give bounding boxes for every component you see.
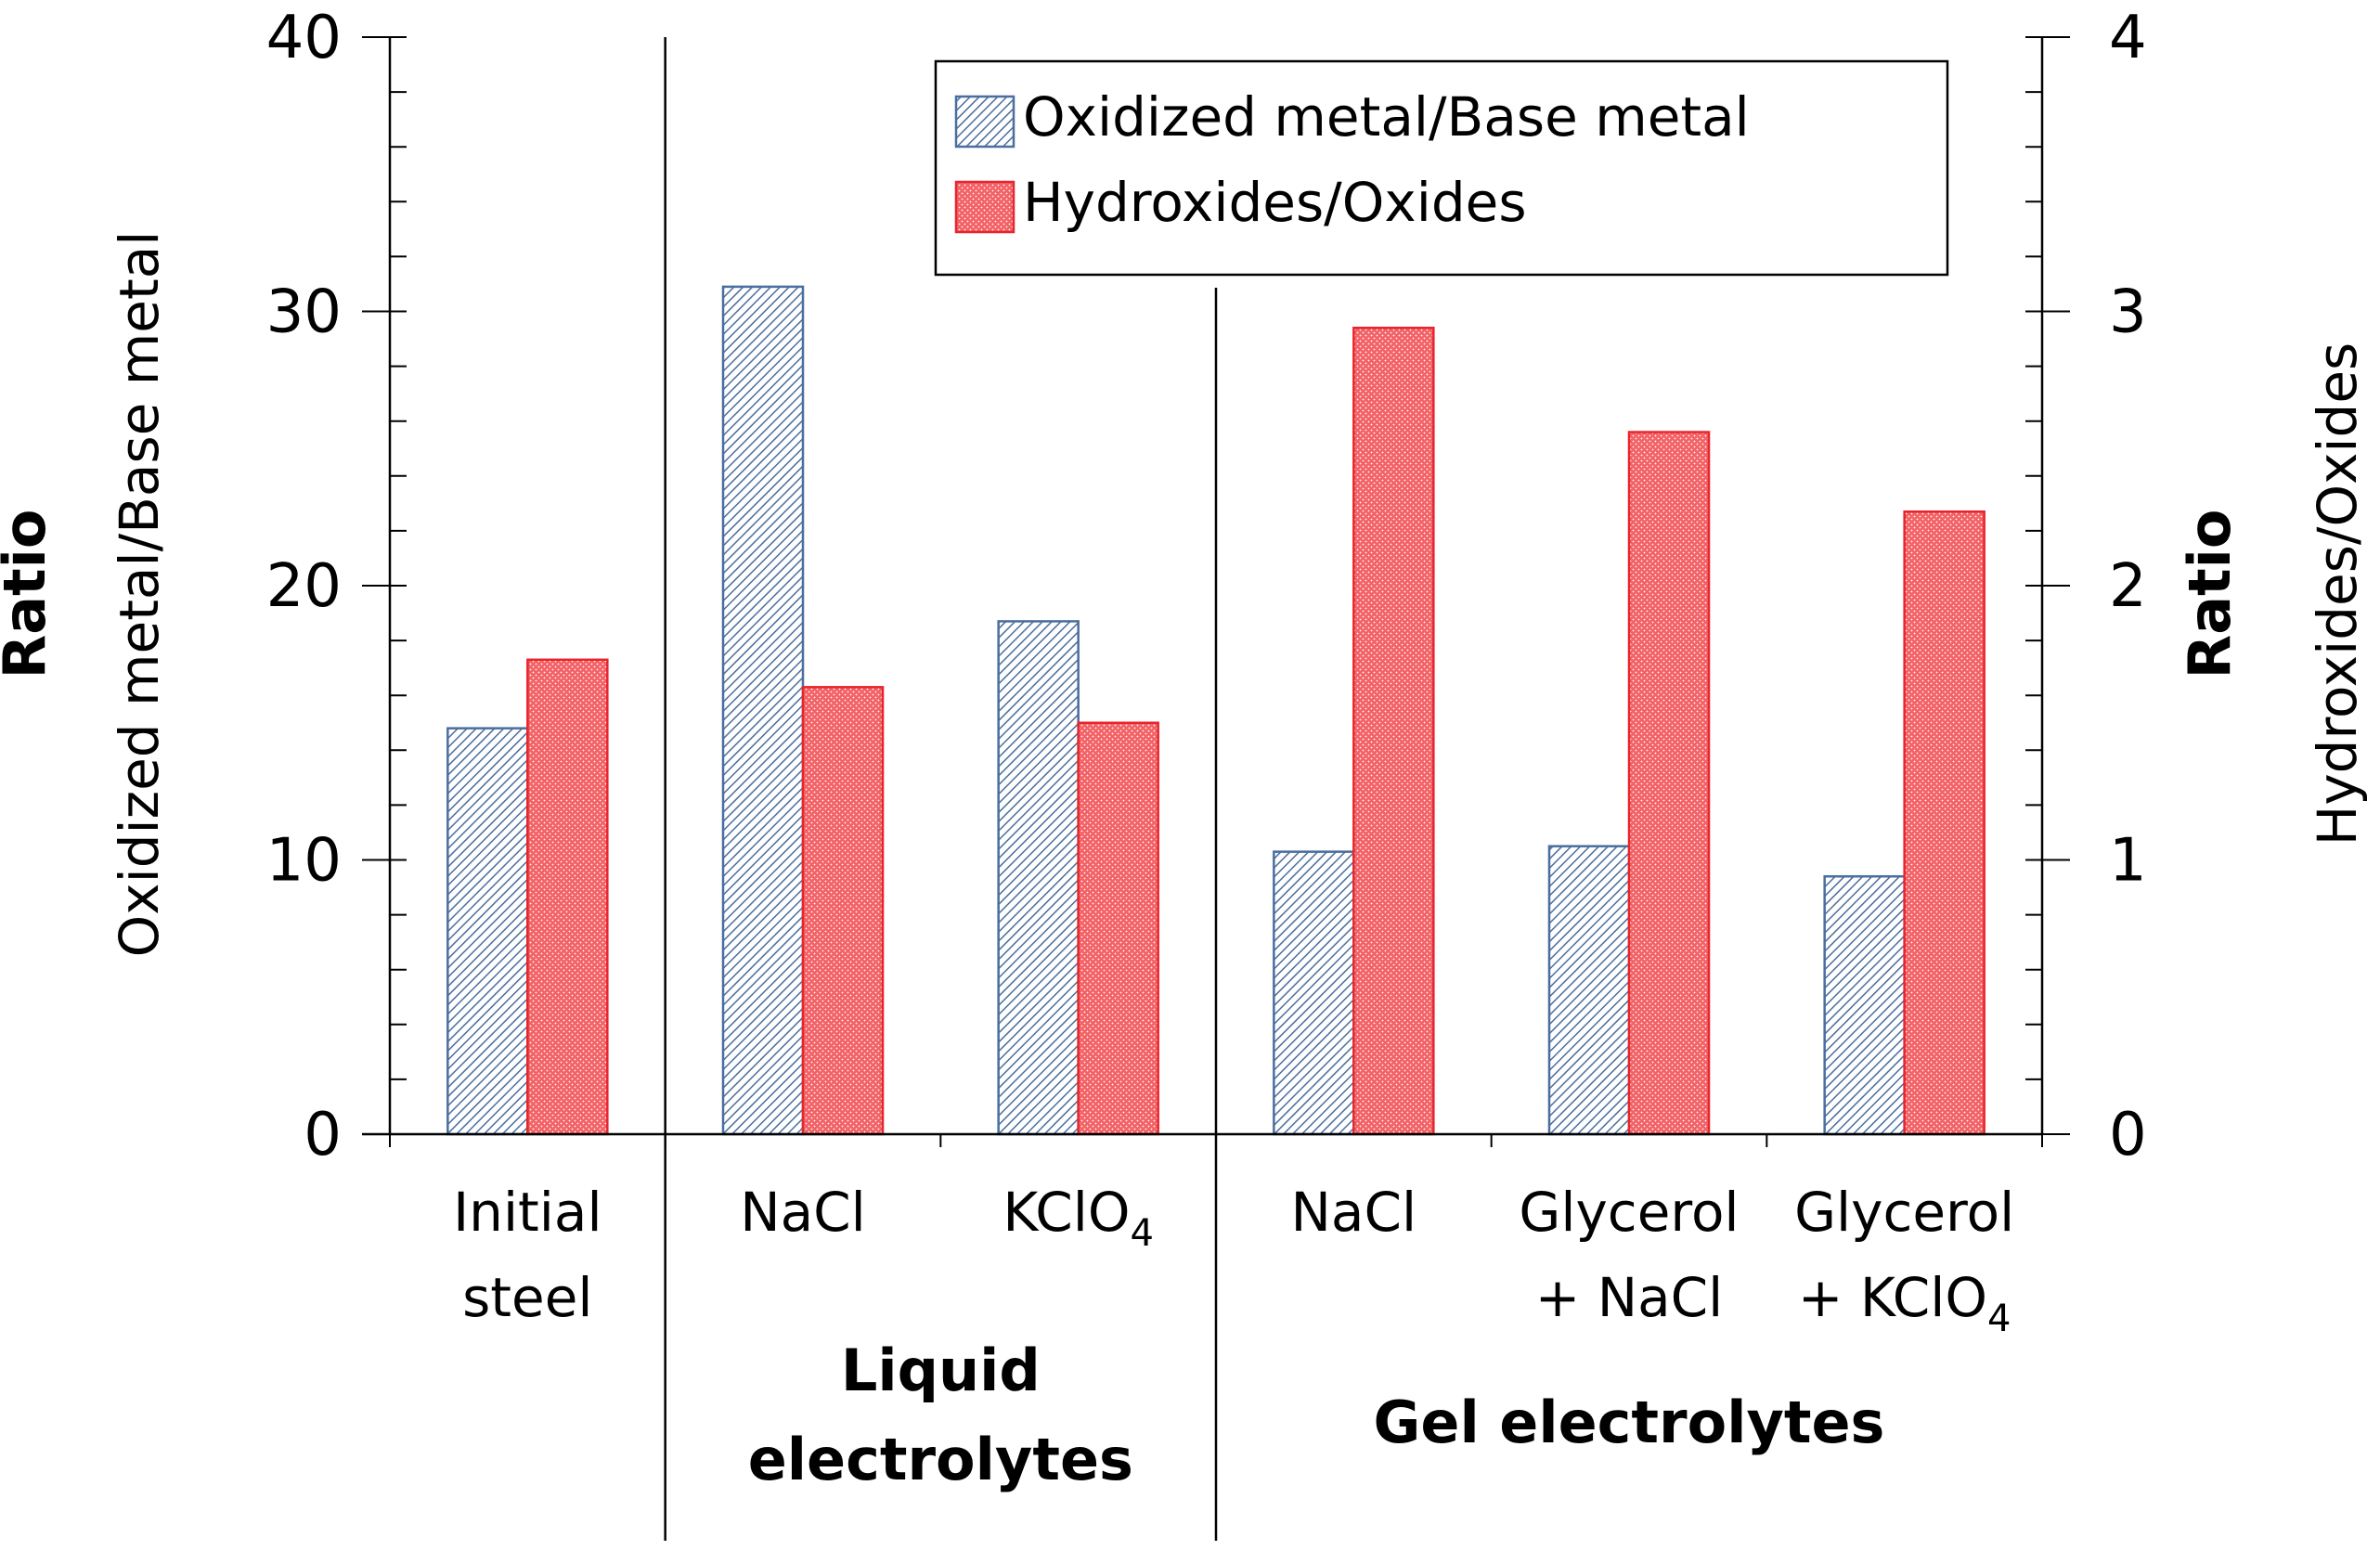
left-tick-label: 10 — [266, 827, 342, 896]
category-label: KClO4 — [1002, 1181, 1154, 1255]
left-tick-label: 40 — [266, 4, 342, 72]
right-axis-title: Hydroxides/Oxides — [2306, 342, 2369, 846]
group-label: Gel electrolytes — [1374, 1389, 1885, 1456]
bar-oxidized-2 — [721, 285, 805, 1136]
legend-swatch-hydroxides — [954, 180, 1015, 234]
category-label: Glycerol — [1519, 1181, 1739, 1244]
category-label-text: + KClO — [1798, 1266, 1987, 1329]
left-axis-title: Oxidized metal/Base metal — [108, 231, 171, 958]
category-label: Glycerol — [1794, 1181, 2014, 1244]
labels-layer: Ratio Oxidized metal/Base metal Ratio Hy… — [0, 231, 2369, 1493]
category-label: NaCl — [740, 1181, 866, 1244]
bar-oxidized-5 — [1547, 845, 1631, 1136]
category-label-text: KClO — [1002, 1181, 1130, 1244]
category-label-text: Glycerol — [1794, 1181, 2014, 1244]
category-label-subscript: 4 — [1131, 1212, 1154, 1255]
category-label: NaCl — [1291, 1181, 1417, 1244]
left-tick-label: 20 — [266, 552, 342, 621]
right-tick-label: 1 — [2109, 827, 2147, 896]
category-label: steel — [462, 1266, 592, 1329]
bars-layer — [446, 285, 1985, 1136]
category-label-text: + NaCl — [1535, 1266, 1724, 1329]
group-label: electrolytes — [748, 1426, 1133, 1493]
legend-frame — [934, 59, 1949, 277]
legend-label-oxidized: Oxidized metal/Base metal — [1023, 85, 1750, 149]
bar-oxidized-3 — [997, 620, 1080, 1136]
right-tick-label: 4 — [2109, 4, 2147, 72]
category-label-text: steel — [462, 1266, 592, 1329]
bar-hydroxides-3 — [1077, 721, 1159, 1136]
bar-hydroxides-5 — [1627, 431, 1711, 1136]
legend-label-hydroxides: Hydroxides/Oxides — [1023, 171, 1527, 234]
category-label-subscript: 4 — [1987, 1298, 2011, 1340]
legend: Oxidized metal/Base metal Hydroxides/Oxi… — [934, 59, 1949, 277]
left-tick-label: 0 — [304, 1101, 342, 1169]
left-tick-label: 30 — [266, 278, 342, 347]
bar-oxidized-1 — [446, 727, 529, 1136]
right-tick-label: 0 — [2109, 1101, 2147, 1169]
right-tick-label: 2 — [2109, 552, 2147, 621]
category-label-text: Initial — [453, 1181, 602, 1244]
category-label-text: NaCl — [740, 1181, 866, 1244]
right-axis-title-bold: Ratio — [2176, 509, 2244, 678]
legend-swatch-oxidized — [954, 95, 1015, 149]
category-label-text: Glycerol — [1519, 1181, 1739, 1244]
category-label: + KClO4 — [1798, 1266, 2011, 1340]
category-label: Initial — [453, 1181, 602, 1244]
bar-oxidized-6 — [1823, 874, 1906, 1136]
bar-hydroxides-2 — [801, 686, 885, 1136]
group-label: Liquid — [841, 1337, 1041, 1404]
axes-layer: 0 10 20 30 40 0 1 2 3 4 — [266, 4, 2147, 1541]
category-label: + NaCl — [1535, 1266, 1724, 1329]
bar-hydroxides-6 — [1903, 510, 1985, 1136]
bar-oxidized-4 — [1273, 850, 1355, 1136]
left-axis-title-bold: Ratio — [0, 509, 58, 678]
bar-hydroxides-1 — [526, 658, 609, 1136]
category-label-text: NaCl — [1291, 1181, 1417, 1244]
right-tick-label: 3 — [2109, 278, 2147, 347]
bar-hydroxides-4 — [1352, 326, 1435, 1136]
